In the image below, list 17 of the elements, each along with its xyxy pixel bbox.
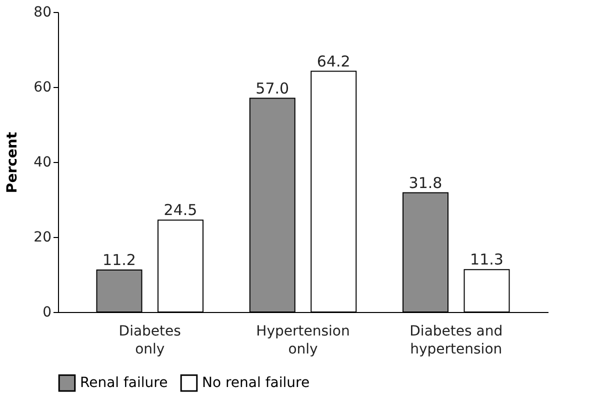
y-tick-label: 0: [42, 304, 52, 320]
data-label: 24.5: [164, 201, 198, 220]
data-label: 31.8: [408, 174, 442, 192]
x-tick-label: Diabetes and hypertension: [410, 324, 503, 358]
data-label: 11.2: [102, 251, 136, 269]
x-tick-label: Diabetes only: [118, 324, 181, 358]
legend-label: Renal failure: [80, 375, 168, 392]
data-label: 64.2: [316, 52, 350, 70]
y-tick-label: 80: [34, 4, 52, 20]
x-tick-label: Hypertension only: [256, 324, 350, 358]
y-tick-label: 40: [34, 154, 52, 170]
y-axis-title: Percent: [4, 132, 21, 194]
y-tick-label: 60: [34, 80, 52, 96]
y-tick-label: 20: [34, 230, 52, 246]
legend-label: No renal failure: [202, 375, 310, 392]
data-label: 57.0: [256, 79, 290, 98]
data-label: 11.3: [470, 250, 504, 269]
